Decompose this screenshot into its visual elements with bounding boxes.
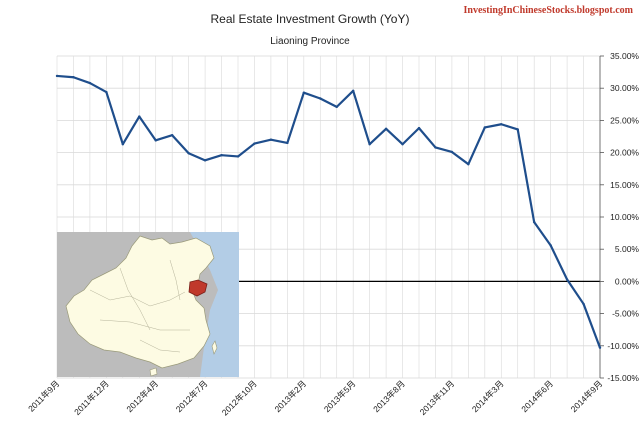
data-point — [55, 74, 59, 78]
data-point — [138, 115, 141, 118]
map-sea — [190, 232, 239, 377]
data-point — [72, 76, 75, 79]
data-point — [351, 89, 355, 92]
data-point — [582, 302, 585, 306]
x-tick-label: 2013年2月 — [272, 378, 308, 414]
data-point — [187, 152, 190, 155]
x-tick-label: 2011年12月 — [72, 378, 111, 417]
liaoning-highlight-icon — [188, 279, 208, 297]
data-point — [269, 138, 273, 141]
data-point — [483, 126, 487, 129]
data-point — [549, 244, 552, 247]
x-tick-labels: 2011年9月 2011年12月 2012年4月 2012年7月 2012年10月 201… — [26, 378, 604, 417]
x-tick-label: 2012年7月 — [174, 378, 210, 414]
data-point — [154, 139, 157, 142]
x-tick-label: 2013年5月 — [322, 378, 358, 414]
data-point — [286, 141, 289, 145]
y-tick-label: -5.00% — [612, 309, 639, 319]
china-map-icon — [57, 232, 239, 377]
data-point — [384, 127, 388, 130]
y-tick-label: 20.00% — [610, 148, 639, 158]
data-point — [253, 142, 256, 145]
data-point — [467, 162, 470, 166]
x-tick-label: 2014年3月 — [470, 378, 506, 414]
data-point — [450, 150, 454, 154]
x-tick-label: 2011年9月 — [26, 378, 61, 413]
series — [55, 74, 602, 349]
x-tick-label: 2014年6月 — [519, 378, 555, 414]
x-tick-label: 2012年10月 — [220, 378, 259, 417]
y-tick-label: -15.00% — [607, 373, 639, 383]
y-tick-label: 30.00% — [610, 83, 639, 93]
x-tick-label: 2014年9月 — [569, 378, 605, 414]
data-point — [417, 126, 421, 130]
data-point — [401, 143, 404, 146]
y-tick-label: 15.00% — [610, 180, 639, 190]
y-tick-label: 10.00% — [610, 212, 639, 222]
data-point — [565, 278, 569, 281]
y-tick-label: 5.00% — [615, 244, 640, 254]
data-point — [88, 81, 92, 85]
province-borders — [89, 259, 190, 353]
data-point — [532, 220, 536, 224]
y-tick-label: 35.00% — [610, 51, 639, 61]
x-tick-label: 2012年4月 — [124, 378, 160, 414]
series-line — [56, 74, 602, 349]
data-point — [500, 123, 503, 126]
data-point — [302, 91, 306, 94]
y-tick-label: -10.00% — [607, 341, 639, 351]
y-tick-label: 25.00% — [610, 115, 639, 125]
chart-subtitle: Liaoning Province — [270, 36, 350, 47]
data-point — [516, 128, 519, 131]
chart-title: Real Estate Investment Growth (YoY) — [211, 12, 410, 26]
data-point — [121, 143, 125, 146]
data-point — [598, 346, 602, 349]
watermark: InvestingInChineseStocks.blogspot.com — [464, 5, 634, 16]
hainan-island — [149, 367, 158, 377]
data-point — [105, 90, 108, 94]
data-point — [335, 105, 338, 109]
taiwan-island — [211, 340, 218, 355]
data-point — [236, 155, 240, 158]
china-landmass — [65, 235, 215, 369]
data-point — [203, 159, 207, 162]
data-point — [170, 134, 174, 137]
y-tick-label: 0.00% — [615, 276, 640, 286]
data-point — [319, 97, 322, 100]
data-point — [368, 143, 371, 146]
x-tick-label: 2013年8月 — [371, 378, 407, 414]
data-point — [434, 146, 437, 149]
x-tick-label: 2013年11月 — [418, 378, 457, 417]
y-tick-labels: 35.00% 30.00% 25.00% 20.00% 15.00% 10.00% 5.00… — [607, 51, 639, 383]
data-point — [220, 153, 223, 157]
